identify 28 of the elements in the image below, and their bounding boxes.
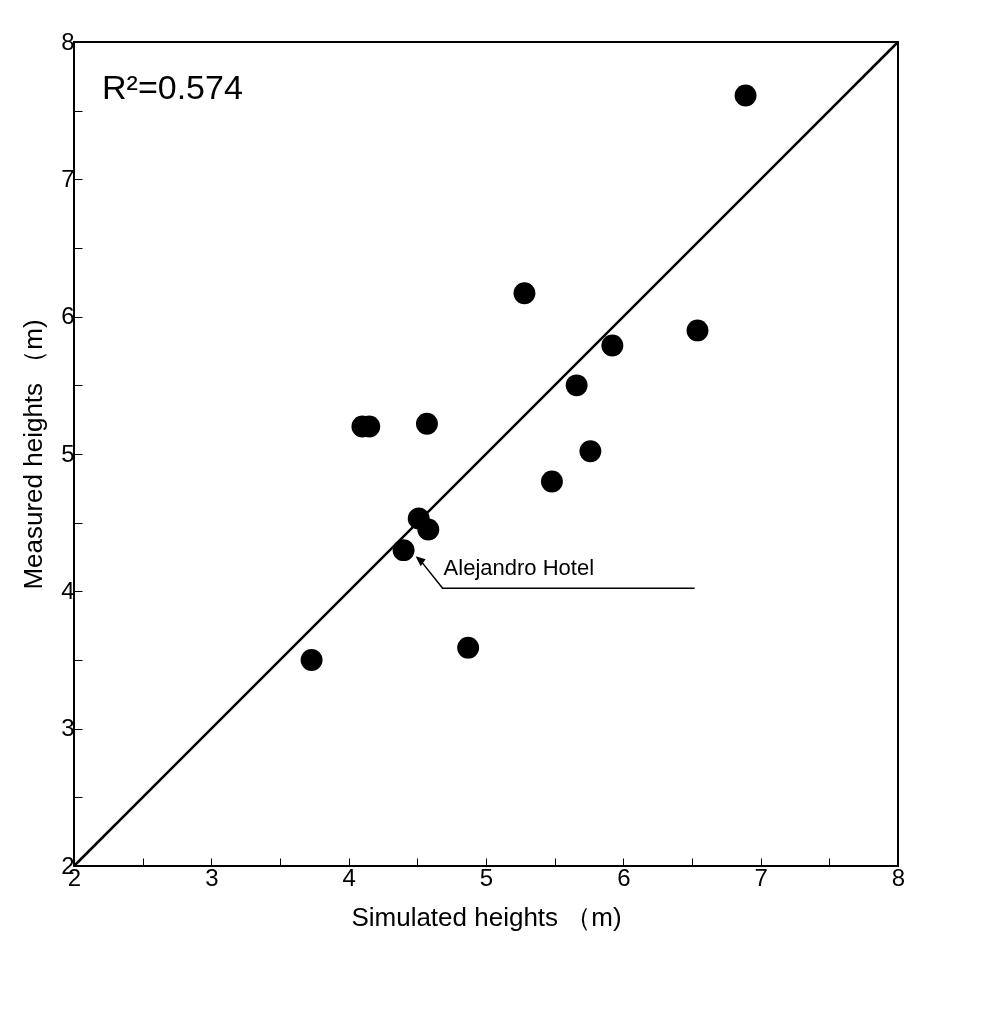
x-tick-label: 3 (205, 863, 219, 891)
point (392, 539, 415, 562)
annotation: Alejandro Hotel (443, 555, 595, 581)
point (513, 282, 536, 305)
x-tick-label: 8 (891, 863, 906, 891)
point (417, 518, 440, 541)
point (540, 470, 563, 493)
point (579, 440, 602, 463)
y-tick-label: 8 (61, 27, 75, 55)
y-tick-label: 3 (61, 714, 75, 742)
point (300, 649, 323, 671)
x-tick-label: 6 (617, 863, 631, 891)
annotation: R²=0.574 (102, 68, 243, 106)
x-tick-label: 7 (754, 863, 768, 891)
point (601, 334, 624, 357)
x-axis-title: Simulated heights （m) (351, 901, 622, 932)
point (734, 84, 757, 107)
y-axis-title: Measured heights （m) (18, 319, 49, 590)
point (457, 636, 480, 659)
y-tick-label: 5 (61, 439, 75, 467)
x-tick-label: 5 (479, 863, 494, 891)
y-tick-label: 4 (61, 576, 75, 604)
point (565, 374, 588, 397)
x-tick-label: 4 (342, 863, 356, 891)
point (686, 319, 709, 342)
y-tick-label: 7 (61, 164, 75, 192)
point (415, 412, 438, 435)
y-tick-label: 6 (61, 302, 75, 330)
